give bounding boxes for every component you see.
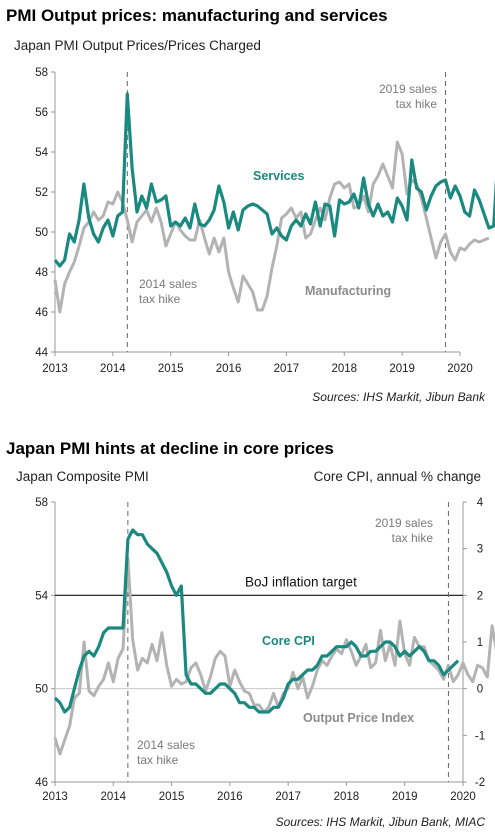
annotation-2019-line2: tax hike <box>392 531 434 545</box>
x-tick-label: 2018 <box>331 363 357 375</box>
x-tick-label: 2013 <box>42 363 68 375</box>
x-tick-label: 2017 <box>274 363 300 375</box>
x-tick-label: 2014 <box>100 363 126 375</box>
manufacturing-label: Manufacturing <box>305 284 391 298</box>
chart-panel-core-prices: Japan PMI hints at decline in core price… <box>0 412 495 837</box>
left-y-tick-label: 50 <box>35 684 48 696</box>
right-y-tick-label: -1 <box>475 730 485 742</box>
x-tick-label: 2016 <box>216 363 242 375</box>
right-y-tick-label: 4 <box>477 497 484 509</box>
x-tick-label: 2020 <box>447 363 473 375</box>
y-tick-label: 54 <box>35 147 48 159</box>
x-tick-label: 2015 <box>158 363 184 375</box>
chart-title: PMI Output prices: manufacturing and ser… <box>6 6 388 25</box>
pmi-output-prices-chart: 44 46 48 50 52 54 56 58 2013 2014 2015 2016 2017 2018… <box>35 67 495 375</box>
x-tick-label: 2016 <box>217 791 243 803</box>
right-y-tick-label: 3 <box>477 544 483 556</box>
core-prices-chart: 46 50 54 58 -2 -1 0 1 2 3 4 2013 2014 2015 2016 2017 201… <box>35 497 495 803</box>
output-price-index-label: Output Price Index <box>303 711 414 725</box>
chart-subtitle: Japan PMI Output Prices/Prices Charged <box>14 38 261 53</box>
core-cpi-label: Core CPI <box>262 634 315 648</box>
left-y-tick-label: 58 <box>35 497 48 509</box>
x-tick-label: 2019 <box>392 791 418 803</box>
x-tick-label: 2015 <box>159 791 185 803</box>
services-line <box>53 92 495 268</box>
x-tick-label: 2013 <box>42 791 68 803</box>
y-tick-label: 52 <box>35 187 48 199</box>
annotation-2014-line1: 2014 sales <box>137 738 195 752</box>
core-cpi-line <box>53 528 460 714</box>
annotation-2014-line2: tax hike <box>137 753 179 767</box>
left-y-tick-label: 54 <box>35 590 48 602</box>
y-tick-label: 48 <box>35 267 48 279</box>
y-tick-label: 46 <box>35 307 48 319</box>
annotation-2019-line1: 2019 sales <box>379 82 437 96</box>
y-tick-label: 56 <box>35 107 48 119</box>
annotation-2014-line2: tax hike <box>139 292 181 306</box>
x-tick-label: 2017 <box>275 791 301 803</box>
x-tick-label: 2018 <box>334 791 360 803</box>
right-y-tick-label: 0 <box>477 684 483 696</box>
chart-subtitle-right: Core CPI, annual % change <box>313 469 481 484</box>
x-tick-label: 2020 <box>450 791 476 803</box>
y-tick-label: 50 <box>35 227 48 239</box>
left-y-tick-label: 46 <box>35 777 48 789</box>
chart-source: Sources: IHS Markit, Jibun Bank, MIAC <box>275 815 485 829</box>
chart-panel-pmi-output-prices: PMI Output prices: manufacturing and ser… <box>0 0 495 412</box>
annotation-2014-line1: 2014 sales <box>139 277 197 291</box>
boj-target-label: BoJ inflation target <box>245 574 357 589</box>
right-y-tick-label: 2 <box>477 590 483 602</box>
right-y-tick-label: -2 <box>475 777 485 789</box>
chart-subtitle-left: Japan Composite PMI <box>16 469 149 484</box>
chart-source: Sources: IHS Markit, Jibun Bank <box>312 390 485 404</box>
annotation-2019-line2: tax hike <box>396 97 438 111</box>
x-tick-label: 2019 <box>389 363 415 375</box>
right-y-tick-label: 1 <box>477 637 483 649</box>
services-label: Services <box>253 169 304 183</box>
x-tick-label: 2014 <box>100 791 126 803</box>
manufacturing-line <box>53 140 490 314</box>
annotation-2019-line1: 2019 sales <box>375 516 433 530</box>
y-tick-label: 44 <box>35 347 48 359</box>
y-tick-label: 58 <box>35 67 48 79</box>
chart-title: Japan PMI hints at decline in core price… <box>6 439 334 458</box>
